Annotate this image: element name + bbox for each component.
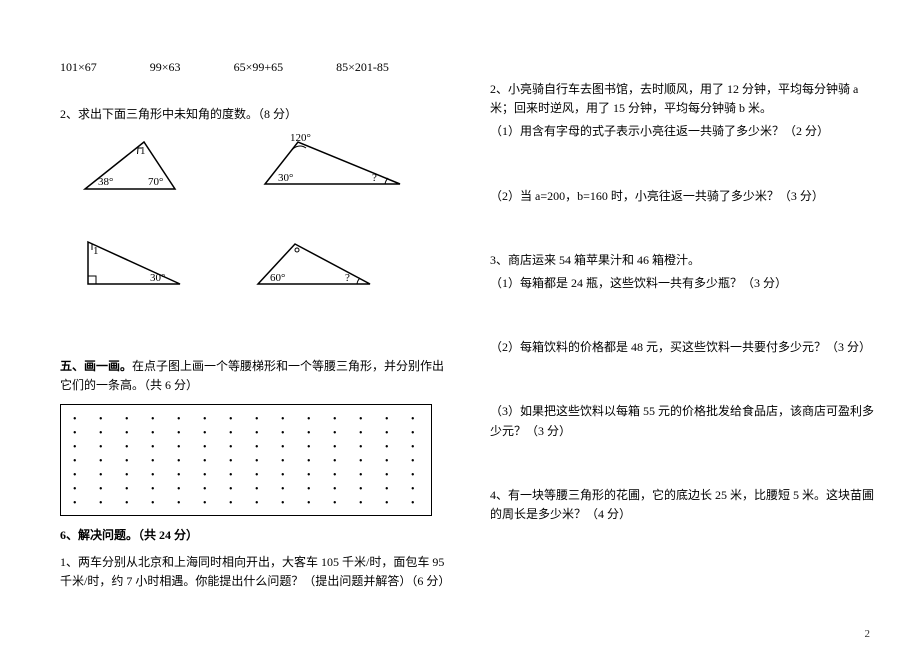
arith-a: 101×67: [60, 60, 97, 75]
svg-text:?: ?: [372, 172, 377, 184]
r2-p1: （1）用含有字母的式子表示小亮往返一共骑了多少米？（2 分）: [490, 122, 880, 141]
r3-p3-block: （3）如果把这些饮料以每箱 55 元的价格批发给食品店，该商店可盈利多少元？（3…: [490, 402, 880, 440]
q2-title: 2、求出下面三角形中未知角的度数。（8 分）: [60, 105, 450, 124]
r2-main: 2、小亮骑自行车去图书馆，去时顺风，用了 12 分钟，平均每分钟骑 a 米；回来…: [490, 80, 880, 118]
arith-c: 65×99+65: [234, 60, 284, 75]
svg-text:30°: 30°: [278, 172, 293, 184]
r3-main: 3、商店运来 54 箱苹果汁和 46 箱橙汁。: [490, 251, 880, 270]
arithmetic-row: 101×67 99×63 65×99+65 85×201-85: [60, 60, 450, 75]
r4-block: 4、有一块等腰三角形的花圃，它的底边长 25 米，比腰短 5 米。这块苗圃的周长…: [490, 486, 880, 524]
svg-text:30°: 30°: [150, 272, 165, 284]
r2-p2: （2）当 a=200，b=160 时，小亮往返一共骑了多少米？（3 分）: [490, 187, 880, 206]
arith-b: 99×63: [150, 60, 181, 75]
svg-text:1: 1: [93, 245, 99, 257]
page-number: 2: [865, 628, 871, 640]
svg-text:60°: 60°: [270, 272, 285, 284]
svg-text:38°: 38°: [98, 176, 113, 188]
r4-main: 4、有一块等腰三角形的花圃，它的底边长 25 米，比腰短 5 米。这块苗圃的周长…: [490, 486, 880, 524]
r3-block: 3、商店运来 54 箱苹果汁和 46 箱橙汁。 （1）每箱都是 24 瓶，这些饮…: [490, 251, 880, 293]
r3-p3: （3）如果把这些饮料以每箱 55 元的价格批发给食品店，该商店可盈利多少元？（3…: [490, 402, 880, 440]
r3-p1: （1）每箱都是 24 瓶，这些饮料一共有多少瓶？（3 分）: [490, 274, 880, 293]
r3-p2-block: （2）每箱饮料的价格都是 48 元，买这些饮料一共要付多少元？（3 分）: [490, 338, 880, 357]
svg-text:70°: 70°: [148, 176, 163, 188]
dot-grid-dots: • • • • • • • • • • • • • • • • • • • • …: [61, 405, 431, 516]
arith-d: 85×201-85: [336, 60, 389, 75]
r2-block: 2、小亮骑自行车去图书馆，去时顺风，用了 12 分钟，平均每分钟骑 a 米；回来…: [490, 80, 880, 142]
triangle-row-2: 1 30° 60° ?: [80, 234, 450, 289]
dot-grid: • • • • • • • • • • • • • • • • • • • • …: [60, 404, 432, 516]
sec5-heading: 五、画一画。: [60, 359, 132, 373]
svg-text:120°: 120°: [290, 134, 311, 144]
svg-text:1: 1: [140, 145, 146, 157]
triangle-2: 120° 30° ?: [260, 134, 410, 194]
triangle-1: 1 38° 70°: [80, 134, 200, 194]
section-5: 五、画一画。在点子图上画一个等腰梯形和一个等腰三角形，并分别作出它们的一条高。（…: [60, 357, 450, 395]
r2-p2-block: （2）当 a=200，b=160 时，小亮往返一共骑了多少米？（3 分）: [490, 187, 880, 206]
svg-text:?: ?: [345, 272, 350, 284]
triangle-3: 1 30°: [80, 234, 190, 289]
triangle-4: 60° ?: [250, 234, 380, 289]
r3-p2: （2）每箱饮料的价格都是 48 元，买这些饮料一共要付多少元？（3 分）: [490, 338, 880, 357]
triangle-row-1: 1 38° 70° 120° 30° ?: [80, 134, 450, 194]
sec6-q1: 1、两车分别从北京和上海同时相向开出，大客车 105 千米/时，面包车 95 千…: [60, 553, 450, 591]
sec6-heading: 6、解决问题。（共 24 分）: [60, 526, 450, 545]
